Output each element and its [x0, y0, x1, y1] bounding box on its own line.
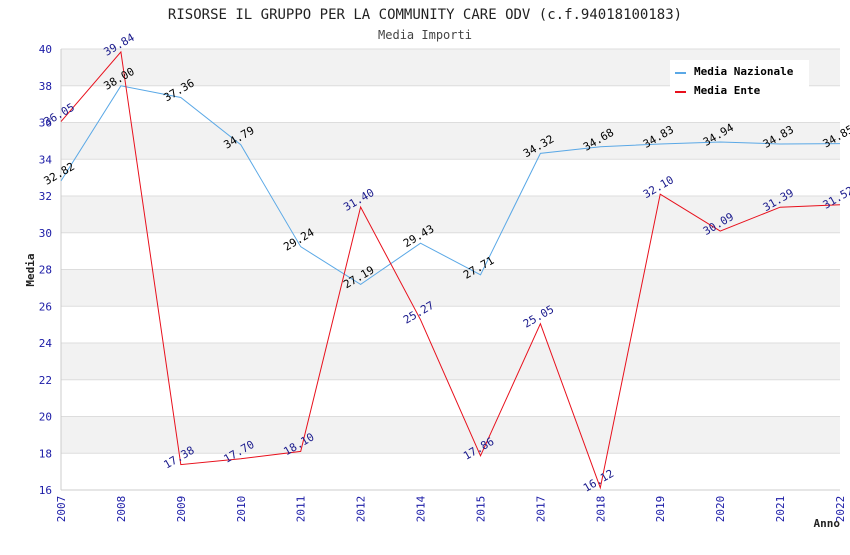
- grid-band: [61, 196, 840, 233]
- y-tick-label: 18: [39, 447, 52, 460]
- grid-band: [61, 159, 840, 196]
- x-tick-label: 2022: [834, 496, 847, 523]
- y-tick-label: 32: [39, 190, 52, 203]
- grid-bands: [61, 48, 840, 491]
- grid-band: [61, 122, 840, 160]
- series-lines: [60, 50, 841, 490]
- y-tick-label: 26: [39, 300, 52, 313]
- y-tick-label: 22: [39, 374, 52, 387]
- x-tick-label: 2019: [654, 496, 667, 523]
- x-tick-label: 2008: [115, 496, 128, 523]
- grid-band: [61, 232, 840, 270]
- x-tick-label: 2017: [534, 496, 547, 523]
- grid-band: [61, 453, 840, 490]
- x-tick-label: 2015: [474, 496, 487, 523]
- chart-subtitle: Media Importi: [378, 28, 472, 42]
- y-tick-label: 40: [39, 43, 52, 56]
- x-axis-label: Anno: [814, 517, 841, 530]
- grid-band: [61, 416, 840, 454]
- y-tick-label: 38: [39, 80, 52, 93]
- x-tick-label: 2021: [774, 496, 787, 523]
- legend-background: [670, 60, 809, 100]
- grid-band: [61, 343, 840, 380]
- legend: Media Nazionale Media Ente: [670, 60, 809, 100]
- legend-label-nazionale: Media Nazionale: [694, 65, 794, 78]
- y-tick-label: 34: [39, 153, 53, 166]
- x-tick-label: 2011: [295, 496, 308, 523]
- legend-label-ente: Media Ente: [694, 84, 761, 97]
- series-line-ente: [60, 50, 841, 490]
- y-tick-label: 20: [39, 411, 52, 424]
- y-tick-label: 30: [39, 227, 52, 240]
- chart-title: RISORSE IL GRUPPO PER LA COMMUNITY CARE …: [168, 7, 682, 23]
- y-axis-label: Media: [24, 253, 37, 286]
- series-line-nazionale: [60, 85, 841, 285]
- grid-band: [61, 379, 840, 417]
- y-tick-label: 36: [39, 117, 52, 130]
- y-tick-label: 16: [39, 484, 52, 497]
- x-tick-label: 2007: [55, 496, 68, 523]
- x-tick-label: 2010: [235, 496, 248, 523]
- x-tick-label: 2020: [714, 496, 727, 523]
- grid-band: [61, 269, 840, 307]
- grid-band: [61, 306, 840, 343]
- x-tick-label: 2009: [175, 496, 188, 523]
- x-tick-label: 2018: [594, 496, 607, 523]
- y-tick-label: 24: [39, 337, 53, 350]
- x-tick-label: 2012: [355, 496, 368, 523]
- y-tick-label: 28: [39, 264, 52, 277]
- x-tick-label: 2014: [415, 495, 428, 522]
